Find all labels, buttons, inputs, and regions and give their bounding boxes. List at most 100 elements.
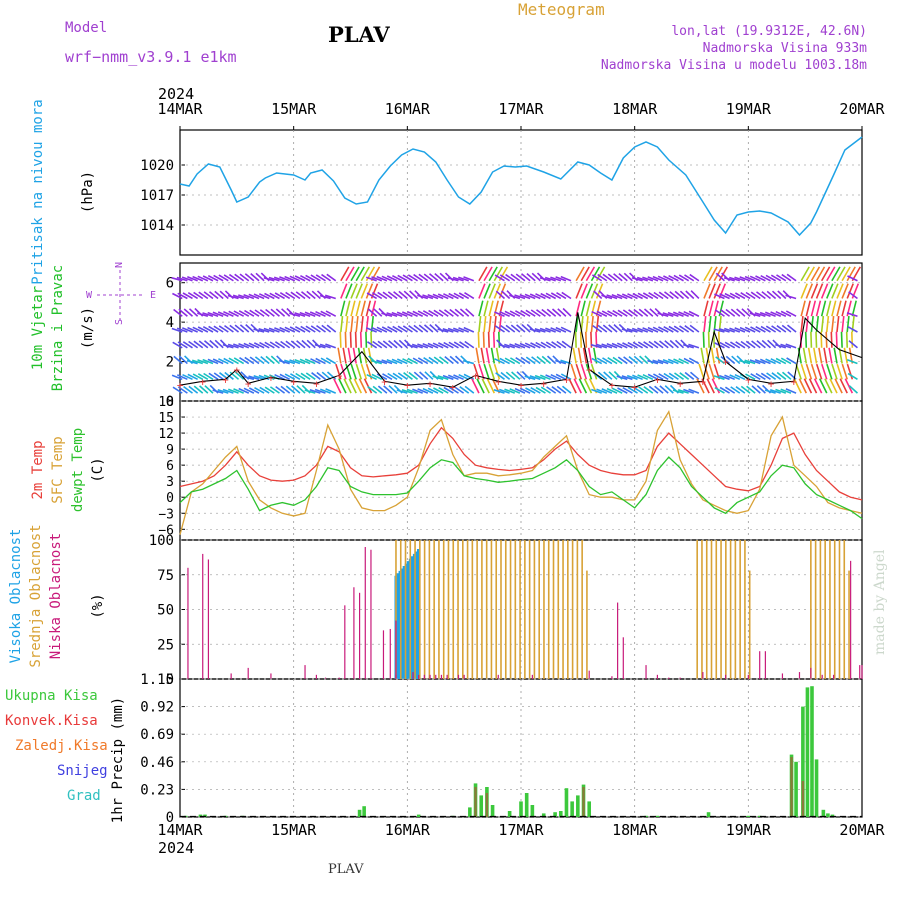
wind-barb <box>618 272 628 282</box>
wind-barb <box>631 327 643 333</box>
wind-barb <box>835 331 838 348</box>
wind-barb <box>729 292 741 300</box>
wind-barb <box>427 387 439 394</box>
wind-barb <box>477 331 480 348</box>
wind-barb <box>289 373 301 381</box>
wind-barb <box>678 358 690 365</box>
wind-barb <box>202 275 214 282</box>
wind-barb <box>653 373 664 381</box>
wind-barb <box>848 291 858 300</box>
wind-barb <box>177 292 188 300</box>
wind-barb <box>209 291 219 300</box>
wind-barb <box>770 358 782 365</box>
wind-barb <box>740 292 751 300</box>
wind-barb <box>478 316 482 333</box>
wind-barb <box>505 324 516 333</box>
precip-total-bar <box>810 686 814 817</box>
wind-barb <box>320 388 331 394</box>
wind-barb <box>197 359 209 365</box>
wind-barb <box>836 300 842 317</box>
wind-barb <box>608 324 618 333</box>
wind-barb <box>529 328 541 333</box>
wind-barb <box>786 273 797 282</box>
temperature-y-tick-label: 18 <box>158 395 174 410</box>
wind-gust-marker: + <box>336 369 343 382</box>
wind-gust-marker: + <box>609 379 616 392</box>
wind-barb <box>597 324 608 333</box>
wind-barb <box>459 341 470 349</box>
wind-barb <box>493 300 499 317</box>
wind-barb <box>688 310 700 317</box>
wind-barb <box>316 324 326 333</box>
wind-barb <box>340 266 350 282</box>
wind-barb <box>350 316 354 333</box>
year-bottom: 2024 <box>158 839 195 857</box>
temp-dewpt-axis-label: dewpt Temp <box>70 428 86 512</box>
wind-barb <box>568 378 577 394</box>
wind-barb <box>376 275 388 282</box>
wind-barb <box>325 388 337 394</box>
wind-barb <box>529 293 541 300</box>
wind-gust-marker: + <box>290 375 297 388</box>
precip-total-bar <box>490 805 495 817</box>
wind-barb <box>739 359 751 365</box>
precip-total-bar <box>746 815 751 817</box>
wind-barb <box>504 388 516 394</box>
wind-barb <box>202 358 214 365</box>
wind-barb <box>306 290 316 300</box>
wind-barb <box>643 341 654 349</box>
wind-barb <box>674 339 685 349</box>
wind-barb <box>841 316 845 333</box>
wind-barb <box>191 359 203 365</box>
wind-barb <box>387 325 398 333</box>
wind-barb <box>365 300 372 317</box>
wind-barb <box>608 371 618 380</box>
wind-barb <box>551 341 562 349</box>
wind-barb <box>688 388 700 394</box>
wind-barb <box>684 371 695 380</box>
wind-barb <box>340 316 344 333</box>
wind-barb <box>432 293 444 300</box>
wind-barb <box>560 373 572 381</box>
wind-barb <box>498 343 510 349</box>
wind-barb <box>683 310 695 317</box>
wind-barb <box>575 363 583 380</box>
wind-barb <box>422 343 434 349</box>
wind-barb <box>612 309 623 317</box>
wind-barb <box>244 273 255 282</box>
wind-barb <box>213 325 224 333</box>
wind-barb <box>349 331 352 348</box>
precip-total-legend: Ukupna Kisa <box>5 688 98 704</box>
wind-speed-line <box>179 312 863 388</box>
wind-barb <box>810 316 814 333</box>
wind-barb <box>439 356 449 365</box>
wind-barb <box>228 310 239 317</box>
wind-barb <box>813 378 823 394</box>
wind-barb <box>463 326 475 333</box>
wind-barb <box>740 385 751 394</box>
precip-total-bar <box>570 801 574 817</box>
wind-barb <box>776 371 787 380</box>
wind-barb <box>198 340 209 349</box>
cloud-mid-axis-label: Srednja Oblacnost <box>28 524 44 667</box>
wind-barb <box>585 331 588 348</box>
wind-barb <box>637 327 649 333</box>
wind-barb <box>365 283 374 299</box>
temperature-y-tick-label: 6 <box>166 459 174 474</box>
bottom-time-tick-label: 18MAR <box>612 821 658 839</box>
wind-barb <box>171 277 183 282</box>
wind-barb <box>423 273 434 282</box>
wind-barb <box>354 331 357 348</box>
wind-barb <box>239 357 250 365</box>
wind-barb <box>499 388 510 394</box>
wind-gust-marker: + <box>631 381 638 394</box>
wind-barb <box>617 309 628 317</box>
wind-barb <box>232 294 244 300</box>
wind-barb <box>254 387 265 394</box>
cloud-y-tick-label: 25 <box>157 637 174 653</box>
wind-barb <box>845 331 849 348</box>
wind-barb <box>708 300 714 317</box>
wind-barb <box>509 388 521 394</box>
temp-unit-label: (C) <box>90 457 106 482</box>
wind-barb <box>617 356 628 365</box>
